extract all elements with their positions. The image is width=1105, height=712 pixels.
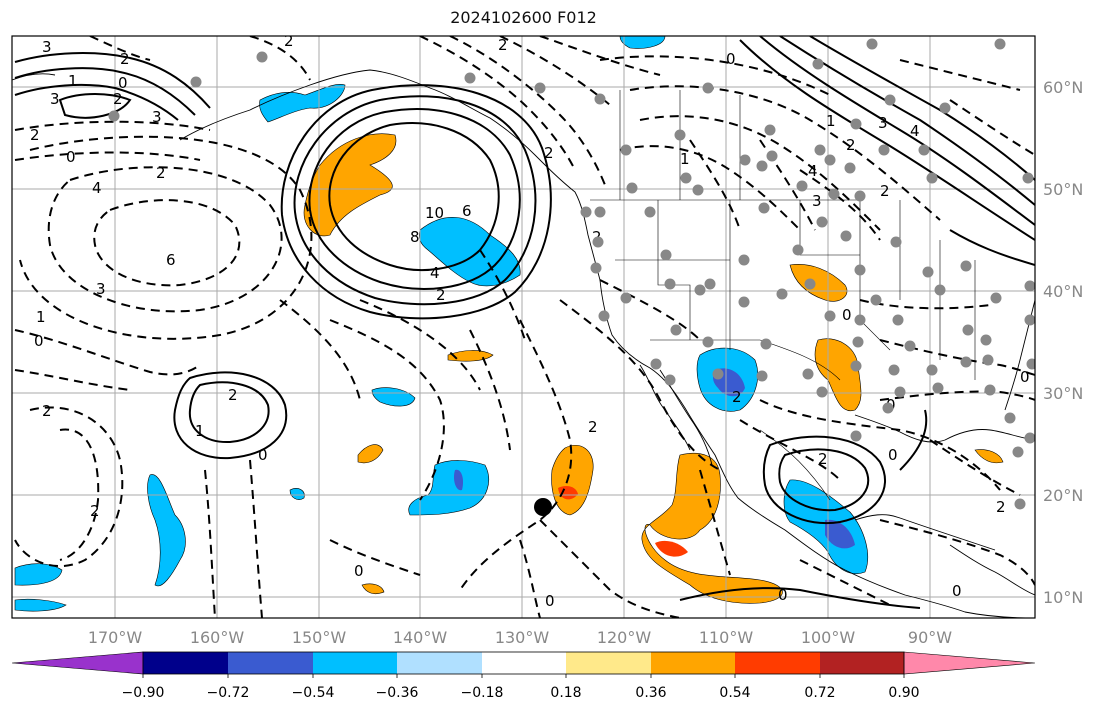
contour-label: 3 [42, 38, 52, 56]
contour-label: 0 [778, 586, 788, 604]
colorbar-tick-label: −0.72 [207, 685, 250, 701]
lon-label: 160°W [190, 628, 245, 647]
colorbar-swatch [651, 652, 735, 674]
colorbar-swatch [228, 652, 313, 674]
shading-negative-strong [453, 368, 855, 549]
lat-label: 20°N [1043, 486, 1083, 505]
contour-label: 0 [545, 592, 555, 610]
lon-label: 150°W [292, 628, 347, 647]
contour-label: 2 [436, 286, 446, 304]
contour-label: 2 [544, 144, 554, 162]
contour-label: 10 [425, 204, 444, 222]
storm-marker-icon [534, 498, 552, 516]
lon-label: 100°W [801, 628, 856, 647]
lon-label: 130°W [495, 628, 550, 647]
contour-label: 0 [888, 446, 898, 464]
contour-label: 2 [996, 498, 1006, 516]
lat-labels: 60°N 50°N 40°N 30°N 20°N 10°N [1043, 78, 1083, 607]
contour-label: 3 [50, 90, 60, 108]
contour-label: 2 [732, 388, 742, 406]
station-dots [108, 38, 1035, 510]
contour-label: 1 [36, 308, 46, 326]
colorbar-swatch [143, 652, 228, 674]
contour-label: 2 [818, 450, 828, 468]
colorbar-swatch [313, 652, 397, 674]
contour-label: 0 [34, 332, 44, 350]
colorbar: −0.90 −0.72 −0.54 −0.36 −0.18 0.18 0.36 … [11, 651, 1036, 701]
colorbar-tick-label: −0.90 [122, 685, 165, 701]
contour-label: 2 [846, 136, 856, 154]
contour-label: 3 [878, 114, 888, 132]
graticule [12, 36, 1035, 618]
lon-label: 140°W [393, 628, 448, 647]
contour-label: 2 [228, 386, 238, 404]
contour-label: 3 [812, 192, 822, 210]
contour-label: 8 [410, 228, 420, 246]
contour-label: 4 [430, 264, 440, 282]
colorbar-tick-label: −0.54 [292, 685, 335, 701]
contour-label: 2 [156, 164, 166, 182]
contour-label: 4 [808, 162, 818, 180]
lon-label: 170°W [88, 628, 143, 647]
contour-labels: 3 2 1 0 3 2 3 2 0 4 2 6 3 1 0 2 2 10 8 6… [30, 32, 1030, 610]
contour-label: 4 [910, 122, 920, 140]
contour-label: 2 [113, 90, 123, 108]
colorbar-tick-label: 0.36 [635, 685, 666, 701]
lat-label: 30°N [1043, 384, 1083, 403]
colorbar-swatch [397, 652, 482, 674]
contour-label: 1 [195, 422, 205, 440]
lat-label: 10°N [1043, 588, 1083, 607]
colorbar-swatch [566, 652, 651, 674]
colorbar-tick-label: 0.90 [888, 685, 919, 701]
contour-label: 0 [1020, 368, 1030, 386]
contour-label: 6 [462, 202, 472, 220]
contour-label: 0 [726, 50, 736, 68]
lon-labels: 170°W 160°W 150°W 140°W 130°W 120°W 110°… [88, 628, 952, 647]
colorbar-swatch [482, 652, 566, 674]
contour-label: 0 [354, 562, 364, 580]
map-frame [11, 35, 1036, 619]
contour-label: 0 [66, 148, 76, 166]
colorbar-extend-max [903, 651, 1036, 675]
lon-label: 120°W [597, 628, 652, 647]
colorbar-tick-label: 0.18 [550, 685, 581, 701]
contour-label: 1 [826, 112, 836, 130]
contour-label: 2 [880, 182, 890, 200]
lat-label: 50°N [1043, 180, 1083, 199]
contour-label: 2 [42, 402, 52, 420]
colorbar-extend-min [11, 651, 144, 675]
contour-label: 3 [96, 280, 106, 298]
colorbar-swatch [735, 652, 820, 674]
lat-label: 40°N [1043, 282, 1083, 301]
lon-label: 90°W [908, 628, 952, 647]
contour-label: 2 [120, 50, 130, 68]
map-panel: 3 2 1 0 3 2 3 2 0 4 2 6 3 1 0 2 2 10 8 6… [12, 32, 1035, 618]
colorbar-tick-label: 0.54 [719, 685, 750, 701]
contour-label: 1 [68, 72, 78, 90]
contour-label: 4 [92, 179, 102, 197]
contour-label: 1 [680, 150, 690, 168]
colorbar-swatch [820, 652, 904, 674]
contour-label: 2 [498, 36, 508, 54]
contour-label: 0 [952, 582, 962, 600]
contour-label: 3 [152, 108, 162, 126]
lat-label: 60°N [1043, 78, 1083, 97]
contour-label: 2 [588, 418, 598, 436]
colorbar-tick-label: 0.72 [804, 685, 835, 701]
contour-label: 2 [90, 502, 100, 520]
colorbar-tick-label: −0.36 [376, 685, 419, 701]
contour-label: 2 [30, 126, 40, 144]
contour-label: 0 [842, 306, 852, 324]
contour-label: 2 [284, 32, 294, 50]
contours-dashed [14, 36, 1035, 618]
contour-label: 6 [166, 251, 176, 269]
contour-label: 0 [118, 74, 128, 92]
lon-label: 110°W [699, 628, 754, 647]
contour-label: 0 [258, 446, 268, 464]
map-title: 2024102600 F012 [450, 8, 597, 27]
colorbar-tick-label: −0.18 [461, 685, 504, 701]
